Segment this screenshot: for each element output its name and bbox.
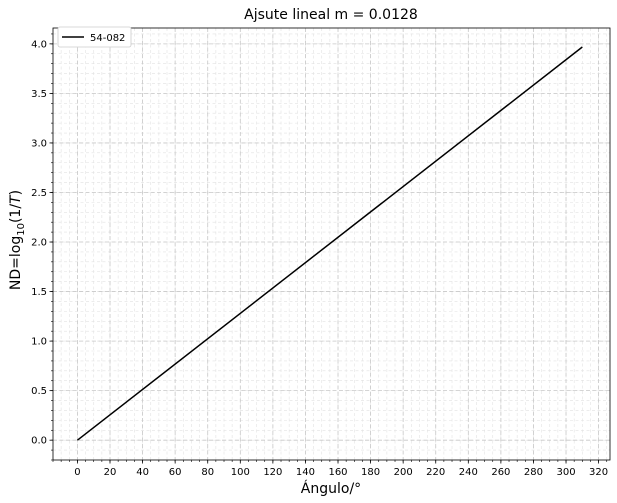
tick-marks xyxy=(49,33,608,464)
legend-label-54-082: 54-082 xyxy=(90,33,125,44)
y-axis-label-close: ) xyxy=(8,190,24,195)
legend: 54-082 xyxy=(57,26,132,48)
x-tick-label: 220 xyxy=(426,467,445,478)
y-tick-label: 2.0 xyxy=(31,238,47,249)
x-tick-label: 60 xyxy=(169,467,182,478)
y-tick-label: 1.0 xyxy=(31,337,47,348)
x-tick-label: 40 xyxy=(136,467,149,478)
x-tick-label: 280 xyxy=(524,467,543,478)
x-tick-label: 180 xyxy=(361,467,380,478)
x-tick-label: 240 xyxy=(459,467,478,478)
chart-title: Ajsute lineal m = 0.0128 xyxy=(244,7,418,23)
y-axis-label-subscript: 10 xyxy=(16,223,27,236)
x-tick-labels: 0 20 40 60 80 100 120 140 160 180 200 220 240 260 280 3… xyxy=(74,467,608,478)
y-tick-label: 4.0 xyxy=(31,39,47,50)
x-tick-label: 160 xyxy=(328,467,347,478)
x-tick-label: 260 xyxy=(491,467,510,478)
major-grid xyxy=(53,28,610,460)
x-tick-label: 80 xyxy=(201,467,214,478)
y-tick-label: 1.5 xyxy=(31,287,47,298)
y-tick-label: 3.5 xyxy=(31,89,47,100)
y-axis-label-prefix: ND=log xyxy=(8,236,24,290)
y-tick-labels: 0.0 0.5 1.0 1.5 2.0 2.5 3.0 3.5 4.0 xyxy=(31,39,47,446)
y-axis-label-open: (1/ xyxy=(8,204,24,223)
x-tick-label: 300 xyxy=(556,467,575,478)
legend-box xyxy=(57,26,132,48)
y-tick-label: 0.0 xyxy=(31,436,47,447)
x-axis-label: Ángulo/° xyxy=(301,480,361,497)
plot-area-frame xyxy=(52,27,611,461)
x-tick-label: 20 xyxy=(104,467,117,478)
x-tick-label: 0 xyxy=(74,467,80,478)
y-tick-label: 3.0 xyxy=(31,138,47,149)
series-line-54-082 xyxy=(76,46,583,441)
y-tick-label: 2.5 xyxy=(31,188,47,199)
x-tick-label: 120 xyxy=(263,467,282,478)
x-tick-label: 200 xyxy=(394,467,413,478)
x-tick-label: 140 xyxy=(296,467,315,478)
series-layer xyxy=(76,46,583,441)
x-tick-label: 320 xyxy=(589,467,608,478)
y-axis-label: ND=log10(1/T) xyxy=(8,190,27,290)
y-tick-label: 0.5 xyxy=(31,386,47,397)
y-axis-label-italic: T xyxy=(8,194,24,204)
x-tick-label: 100 xyxy=(231,467,250,478)
